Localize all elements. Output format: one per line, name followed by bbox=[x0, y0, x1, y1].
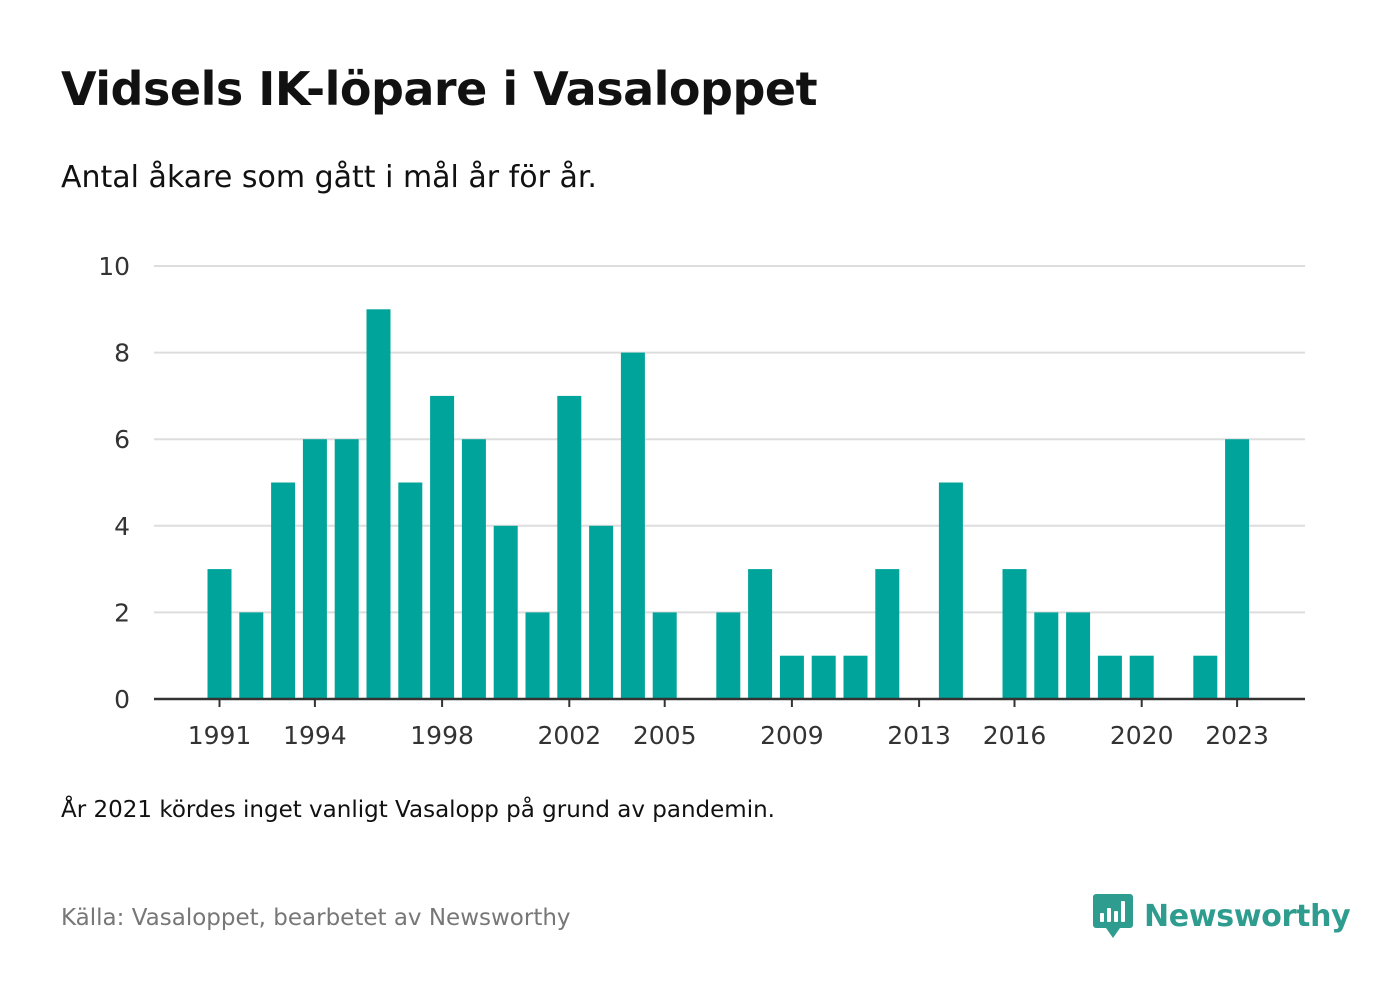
y-tick-label: 6 bbox=[114, 425, 130, 454]
bar-1999 bbox=[461, 439, 486, 699]
x-tick-label: 1991 bbox=[188, 721, 252, 750]
bar-1996 bbox=[366, 309, 391, 699]
bar-2019 bbox=[1097, 655, 1122, 699]
bar-2016 bbox=[1002, 569, 1027, 699]
chart-note: År 2021 kördes inget vanligt Vasalopp på… bbox=[61, 797, 775, 823]
bar-1997 bbox=[398, 482, 423, 699]
bar-2018 bbox=[1066, 612, 1091, 699]
y-tick-label: 4 bbox=[114, 512, 130, 541]
x-tick-label: 2023 bbox=[1205, 721, 1269, 750]
y-tick-label: 10 bbox=[98, 252, 130, 281]
bar-2008 bbox=[748, 569, 773, 699]
y-tick-label: 0 bbox=[114, 685, 130, 714]
y-tick-label: 2 bbox=[114, 598, 130, 627]
bar-2001 bbox=[525, 612, 550, 699]
bar-1998 bbox=[430, 395, 455, 699]
brand-name: Newsworthy bbox=[1144, 898, 1351, 934]
x-tick-label: 1998 bbox=[410, 721, 474, 750]
chart-title: Vidsels IK-löpare i Vasaloppet bbox=[61, 62, 818, 116]
bar-2009 bbox=[779, 655, 804, 699]
bar-1995 bbox=[334, 439, 359, 699]
brand-logo: Newsworthy bbox=[1092, 892, 1351, 940]
chart-subtitle: Antal åkare som gått i mål år för år. bbox=[61, 160, 597, 195]
bar-chart: 0 2 4 6 8 10 1991 1994 1998 2002 2005 2009 2013 2016… bbox=[98, 252, 1305, 750]
bar-2017 bbox=[1034, 612, 1059, 699]
bar-2020 bbox=[1129, 655, 1154, 699]
bar-2022 bbox=[1193, 655, 1218, 699]
x-tick-label: 1994 bbox=[283, 721, 347, 750]
bar-2023 bbox=[1225, 439, 1250, 699]
bar-2012 bbox=[875, 569, 900, 699]
bar-2000 bbox=[493, 525, 518, 699]
bar-2010 bbox=[811, 655, 836, 699]
source-credit: Källa: Vasaloppet, bearbetet av Newswort… bbox=[61, 905, 571, 931]
bar-2011 bbox=[843, 655, 868, 699]
bar-2003 bbox=[589, 525, 614, 699]
x-tick-label: 2009 bbox=[760, 721, 824, 750]
bar-2005 bbox=[652, 612, 677, 699]
x-tick-label: 2020 bbox=[1110, 721, 1174, 750]
bar-1992 bbox=[239, 612, 264, 699]
bar-2014 bbox=[938, 482, 963, 699]
bars bbox=[207, 309, 1250, 699]
bar-2004 bbox=[620, 352, 645, 699]
bar-1993 bbox=[271, 482, 296, 699]
bar-1991 bbox=[207, 569, 232, 699]
x-tick-label: 2005 bbox=[633, 721, 697, 750]
x-tick-label: 2016 bbox=[983, 721, 1047, 750]
y-tick-label: 8 bbox=[114, 339, 130, 368]
bar-2002 bbox=[557, 395, 582, 699]
y-axis-tick-labels: 0 2 4 6 8 10 bbox=[98, 252, 130, 714]
bar-2007 bbox=[716, 612, 741, 699]
x-axis-tick-labels: 1991 1994 1998 2002 2005 2009 2013 2016 2020 2023 bbox=[188, 721, 1269, 750]
bar-1994 bbox=[302, 439, 327, 699]
newsworthy-logo-icon bbox=[1093, 894, 1133, 938]
x-tick-label: 2013 bbox=[887, 721, 951, 750]
x-tick-label: 2002 bbox=[537, 721, 601, 750]
x-axis bbox=[154, 697, 1305, 707]
